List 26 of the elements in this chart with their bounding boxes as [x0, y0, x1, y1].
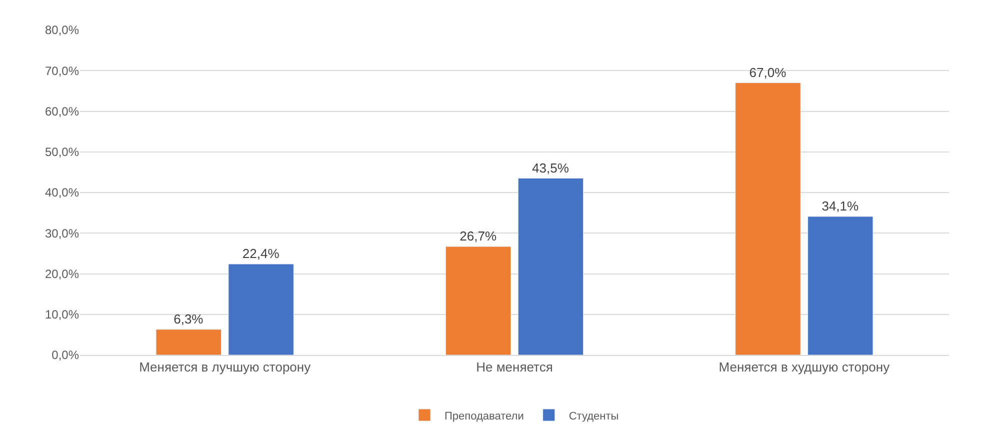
data-label: 67,0%: [749, 64, 787, 80]
y-tick-label: 20,0%: [44, 266, 80, 281]
bar: [808, 216, 874, 355]
legend-label: Студенты: [568, 410, 619, 422]
bar: [445, 246, 512, 355]
y-tick-label: 70,0%: [44, 64, 80, 78]
data-label: 22,4%: [242, 246, 280, 261]
data-label: 26,7%: [460, 228, 497, 244]
data-label: 34,1%: [822, 198, 860, 214]
y-tick-label: 10,0%: [44, 308, 80, 322]
legend-label: Преподаватели: [444, 410, 524, 422]
x-tick-label: Не меняется: [476, 360, 553, 375]
x-tick-label: Меняется в лучшую сторону: [139, 360, 312, 375]
y-tick-label: 80,0%: [44, 23, 80, 38]
y-tick-label: 50,0%: [44, 145, 80, 160]
x-tick-label: Меняется в худшую сторону: [718, 360, 890, 375]
y-tick-label: 60,0%: [44, 104, 80, 118]
data-label: 6,3%: [174, 311, 204, 326]
data-label: 43,5%: [532, 160, 570, 176]
bar: [156, 329, 222, 355]
bar: [518, 178, 584, 355]
y-tick-label: 30,0%: [44, 226, 80, 240]
bar: [228, 264, 294, 355]
bar: [735, 82, 801, 355]
y-tick-label: 0,0%: [52, 348, 80, 362]
y-tick-label: 40,0%: [44, 186, 80, 200]
